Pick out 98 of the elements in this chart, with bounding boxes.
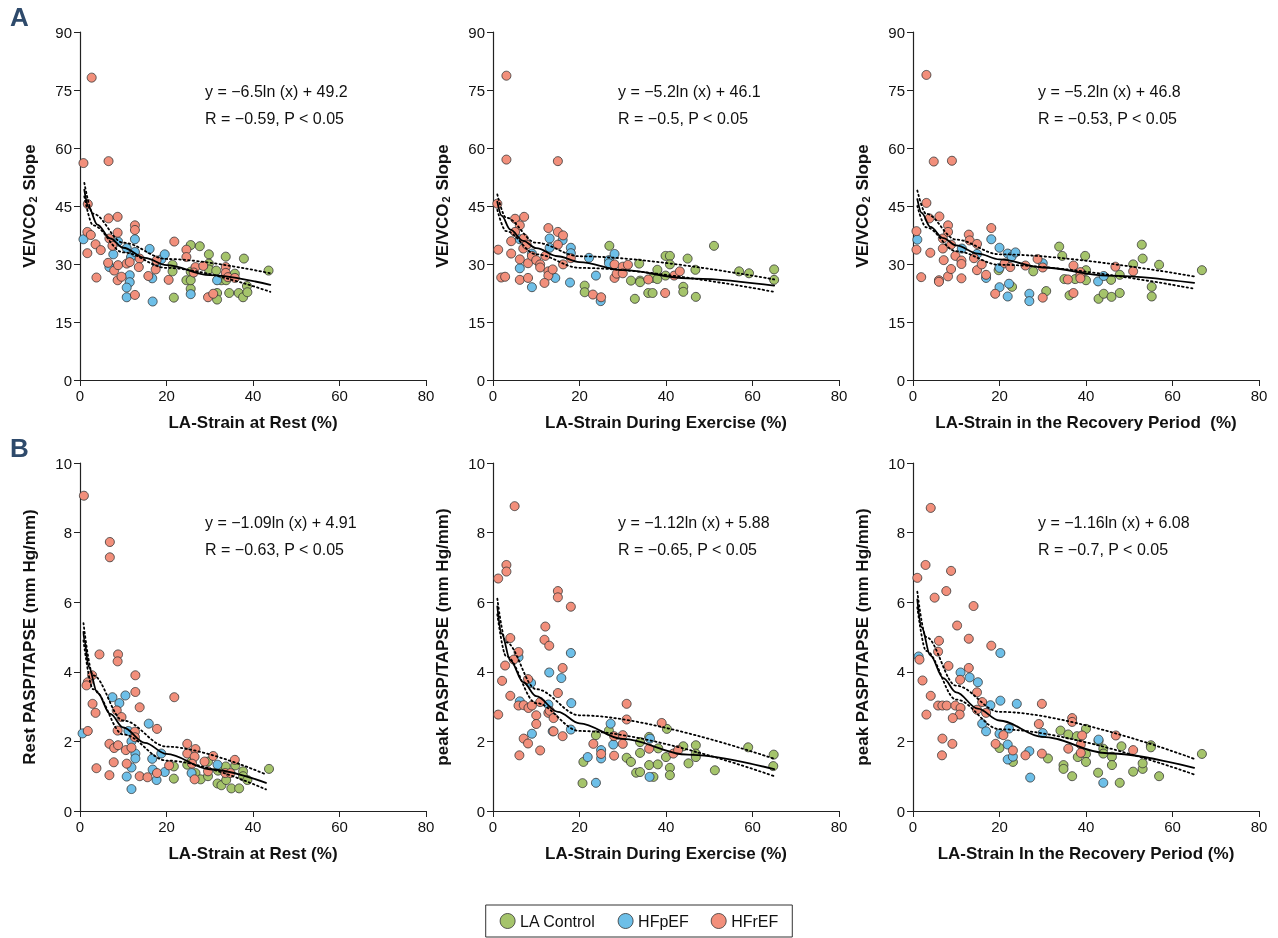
y-tick-label: 60	[55, 139, 72, 157]
annotation: R = −0.7, P < 0.05	[1038, 540, 1169, 558]
y-tick-label: 0	[63, 802, 72, 820]
x-tick-label: 60	[1164, 387, 1181, 404]
x-tick-label: 40	[244, 818, 262, 835]
legend-label: HFpEF	[638, 912, 690, 930]
y-axis-title: VE/VCO2 Slope	[853, 144, 872, 268]
y-tick-label: 45	[468, 197, 485, 215]
annotation: y = −1.16ln (x) + 6.08	[1038, 513, 1190, 531]
x-tick-label: 80	[1250, 387, 1268, 404]
y-tick-label: 6	[896, 593, 905, 611]
x-tick-label: 80	[830, 818, 848, 835]
y-tick-label: 0	[476, 371, 485, 389]
y-tick-label: 90	[888, 23, 905, 41]
x-tick-label: 20	[158, 818, 175, 835]
x-tick-label: 60	[1164, 818, 1181, 835]
y-tick-label: 15	[55, 313, 72, 331]
x-tick-label: 0	[488, 387, 498, 404]
y-tick-label: 6	[63, 593, 72, 611]
annotation: R = −0.59, P < 0.05	[205, 109, 345, 127]
x-axis-title: LA-Strain During Exercise (%)	[545, 844, 787, 863]
y-tick-label: 2	[476, 732, 485, 750]
x-tick-label: 40	[244, 387, 262, 404]
y-tick-label: 2	[896, 732, 905, 750]
y-tick-label: 10	[468, 454, 485, 472]
x-tick-label: 20	[991, 818, 1008, 835]
x-tick-label: 20	[571, 387, 588, 404]
annotation: R = −0.5, P < 0.05	[618, 109, 749, 127]
y-axis-title: peak PASP/TAPSE (mm Hg/mm)	[853, 508, 872, 766]
y-tick-label: 4	[896, 663, 905, 681]
y-tick-label: 30	[468, 255, 485, 273]
y-tick-label: 60	[888, 139, 905, 157]
y-tick-label: 30	[55, 255, 72, 273]
x-axis-title: LA-Strain During Exercise (%)	[545, 413, 787, 432]
x-tick-label: 0	[75, 818, 85, 835]
y-tick-label: 10	[888, 454, 905, 472]
x-tick-label: 40	[657, 387, 675, 404]
y-tick-label: 8	[896, 524, 905, 542]
y-tick-label: 0	[896, 371, 905, 389]
x-tick-label: 40	[1077, 818, 1095, 835]
x-tick-label: 20	[991, 387, 1008, 404]
y-tick-label: 30	[888, 255, 905, 273]
x-tick-label: 60	[744, 387, 761, 404]
legend-label: LA Control	[520, 912, 595, 930]
x-tick-label: 60	[331, 818, 348, 835]
legend-label: HFrEF	[731, 912, 779, 930]
annotation: y = −6.5ln (x) + 49.2	[205, 82, 348, 100]
x-tick-label: 0	[75, 387, 85, 404]
x-tick-label: 80	[1250, 818, 1268, 835]
annotation: y = −5.2ln (x) + 46.1	[618, 82, 761, 100]
y-tick-label: 4	[476, 663, 485, 681]
chart-title: A	[10, 2, 29, 32]
x-tick-label: 20	[158, 387, 175, 404]
y-tick-label: 8	[476, 524, 485, 542]
x-axis-title: LA-Strain at Rest (%)	[168, 413, 338, 432]
y-tick-label: 6	[476, 593, 485, 611]
x-tick-label: 80	[830, 387, 848, 404]
y-tick-label: 75	[468, 81, 485, 99]
y-tick-label: 8	[63, 524, 72, 542]
y-tick-label: 45	[888, 197, 905, 215]
x-tick-label: 0	[908, 387, 918, 404]
y-tick-label: 45	[55, 197, 72, 215]
annotation: R = −0.65, P < 0.05	[618, 540, 758, 558]
x-tick-label: 60	[744, 818, 761, 835]
x-axis-title: LA-Strain at Rest (%)	[168, 844, 338, 863]
y-tick-label: 15	[468, 313, 485, 331]
x-tick-label: 80	[417, 387, 435, 404]
x-tick-label: 20	[571, 818, 588, 835]
chart-title: B	[10, 433, 29, 463]
x-tick-label: 80	[417, 818, 435, 835]
x-tick-label: 40	[1077, 387, 1095, 404]
x-tick-label: 0	[908, 818, 918, 835]
y-tick-label: 75	[55, 81, 72, 99]
annotation: R = −0.63, P < 0.05	[205, 540, 345, 558]
y-tick-label: 10	[55, 454, 72, 472]
y-axis-title: VE/VCO2 Slope	[433, 144, 452, 268]
y-tick-label: 0	[63, 371, 72, 389]
annotation: y = −5.2ln (x) + 46.8	[1038, 82, 1181, 100]
x-axis-title: LA-Strain In the Recovery Period (%)	[937, 844, 1235, 863]
y-axis-title: VE/VCO2 Slope	[20, 144, 39, 268]
y-axis-title: peak PASP/TAPSE (mm Hg/mm)	[433, 508, 452, 766]
x-tick-label: 40	[657, 818, 675, 835]
y-tick-label: 2	[63, 732, 72, 750]
x-tick-label: 0	[488, 818, 498, 835]
x-axis-title: LA-Strain in the Recovery Period (%)	[935, 413, 1237, 432]
y-tick-label: 0	[476, 802, 485, 820]
y-tick-label: 15	[888, 313, 905, 331]
x-tick-label: 60	[331, 387, 348, 404]
y-tick-label: 4	[63, 663, 72, 681]
y-tick-label: 60	[468, 139, 485, 157]
annotation: y = −1.12ln (x) + 5.88	[618, 513, 770, 531]
y-tick-label: 75	[888, 81, 905, 99]
y-tick-label: 90	[468, 23, 485, 41]
annotation: y = −1.09ln (x) + 4.91	[205, 513, 357, 531]
y-axis-title: Rest PASP/TAPSE (mm Hg/mm)	[20, 509, 39, 765]
annotation: R = −0.53, P < 0.05	[1038, 109, 1178, 127]
y-tick-label: 90	[55, 23, 72, 41]
y-tick-label: 0	[896, 802, 905, 820]
